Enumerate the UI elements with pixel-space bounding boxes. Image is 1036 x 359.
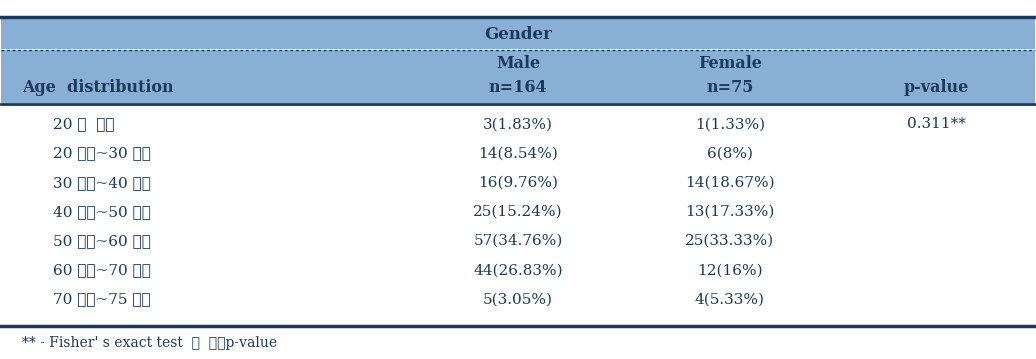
Text: 4(5.33%): 4(5.33%)	[695, 293, 765, 307]
Text: 57(34.76%): 57(34.76%)	[473, 234, 563, 248]
Text: 44(26.83%): 44(26.83%)	[473, 264, 563, 278]
Text: n=164: n=164	[489, 79, 547, 97]
Text: Age  distribution: Age distribution	[22, 79, 174, 97]
Text: 6(8%): 6(8%)	[707, 146, 753, 160]
Text: Gender: Gender	[484, 25, 552, 43]
Text: 60 이상~70 미만: 60 이상~70 미만	[53, 264, 151, 278]
Text: ** - Fisher' s exact test  에  의한p-value: ** - Fisher' s exact test 에 의한p-value	[22, 336, 278, 350]
Text: 12(16%): 12(16%)	[697, 264, 762, 278]
Text: p-value: p-value	[903, 79, 969, 97]
Text: 1(1.33%): 1(1.33%)	[695, 117, 765, 131]
Text: 5(3.05%): 5(3.05%)	[483, 293, 553, 307]
Text: 25(15.24%): 25(15.24%)	[473, 205, 563, 219]
Text: 70 이상~75 이하: 70 이상~75 이하	[53, 293, 150, 307]
Text: Male: Male	[496, 55, 540, 72]
Text: 3(1.83%): 3(1.83%)	[483, 117, 553, 131]
Text: 0.311**: 0.311**	[906, 117, 966, 131]
Text: n=75: n=75	[707, 79, 753, 97]
Text: 20 세  미만: 20 세 미만	[53, 117, 115, 131]
Text: 16(9.76%): 16(9.76%)	[478, 176, 558, 190]
FancyBboxPatch shape	[1, 50, 1035, 103]
Text: Female: Female	[698, 55, 761, 72]
FancyBboxPatch shape	[1, 18, 1035, 50]
Text: 25(33.33%): 25(33.33%)	[685, 234, 775, 248]
Text: 40 이상~50 미만: 40 이상~50 미만	[53, 205, 151, 219]
Text: 14(8.54%): 14(8.54%)	[478, 146, 558, 160]
Text: 50 이상~60 미만: 50 이상~60 미만	[53, 234, 151, 248]
Text: 14(18.67%): 14(18.67%)	[685, 176, 775, 190]
Text: 13(17.33%): 13(17.33%)	[685, 205, 775, 219]
Text: 30 이상~40 미만: 30 이상~40 미만	[53, 176, 151, 190]
Text: 20 이상~30 미만: 20 이상~30 미만	[53, 146, 151, 160]
